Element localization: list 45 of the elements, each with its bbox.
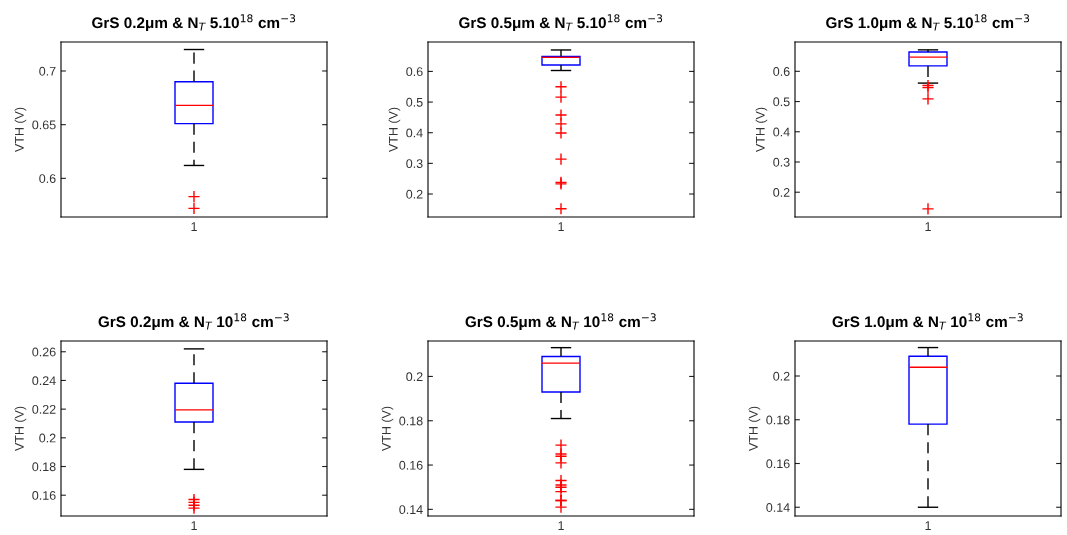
y-tick-label: 0.4 [773, 127, 790, 137]
y-tick-label: 0.6 [39, 174, 56, 183]
y-axis-title: VTH (V) [381, 406, 394, 452]
y-tick-label: 0.14 [399, 505, 423, 515]
y-tick-label: 0.24 [32, 376, 56, 386]
chart-title: GrS 1.0μm & N$_{T}$ 10$^{18}$ cm$^{−3}$ [832, 313, 1023, 331]
y-axis-title: VTH (V) [14, 406, 27, 452]
y-tick-label: 0.2 [773, 188, 790, 197]
y-tick-label: 0.18 [32, 462, 56, 472]
chart-title: GrS 1.0μm & N$_{T}$ 5.10$^{18}$ cm$^{−3}$ [826, 14, 1030, 32]
x-tick-label: 1 [925, 521, 931, 530]
y-tick-label: 0.16 [32, 491, 56, 500]
y-axis-title: VTH (V) [755, 107, 768, 153]
y-tick-label: 0.18 [766, 415, 790, 425]
y-tick-label: 0.2 [406, 189, 423, 199]
y-tick-label: 0.22 [32, 404, 56, 414]
y-tick-label: 0.3 [406, 159, 423, 169]
y-tick-label: 0.5 [406, 97, 423, 107]
x-tick-label: 1 [191, 222, 197, 231]
y-axis-title: VTH (V) [748, 406, 761, 452]
y-tick-label: 0.2 [39, 433, 56, 443]
y-tick-label: 0.6 [773, 67, 790, 76]
x-tick-label: 1 [925, 222, 931, 231]
y-tick-label: 0.5 [773, 97, 790, 107]
y-tick-label: 0.65 [32, 120, 56, 130]
y-axis-title: VTH (V) [388, 107, 401, 153]
x-tick-label: 1 [558, 222, 564, 231]
x-tick-label: 1 [191, 521, 197, 530]
chart-title: GrS 0.5μm & N$_{T}$ 10$^{18}$ cm$^{−3}$ [465, 313, 656, 331]
y-tick-label: 0.18 [399, 416, 423, 426]
chart-title: GrS 0.2μm & N$_{T}$ 5.10$^{18}$ cm$^{−3}$ [92, 14, 296, 32]
y-tick-label: 0.4 [406, 128, 423, 138]
y-axis-title: VTH (V) [14, 107, 27, 153]
y-tick-label: 0.7 [39, 66, 56, 76]
chart-title: GrS 0.5μm & N$_{T}$ 5.10$^{18}$ cm$^{−3}$ [459, 14, 663, 32]
chart-title: GrS 0.2μm & N$_{T}$ 10$^{18}$ cm$^{−3}$ [98, 313, 289, 331]
y-tick-label: 0.16 [399, 460, 423, 470]
y-tick-label: 0.16 [766, 459, 790, 469]
y-tick-label: 0.3 [773, 157, 790, 167]
y-tick-label: 0.14 [766, 503, 790, 512]
y-tick-label: 0.6 [406, 67, 423, 77]
y-tick-label: 0.2 [773, 371, 790, 381]
y-tick-label: 0.2 [406, 372, 423, 382]
y-tick-label: 0.26 [32, 347, 56, 357]
x-tick-label: 1 [558, 521, 564, 530]
